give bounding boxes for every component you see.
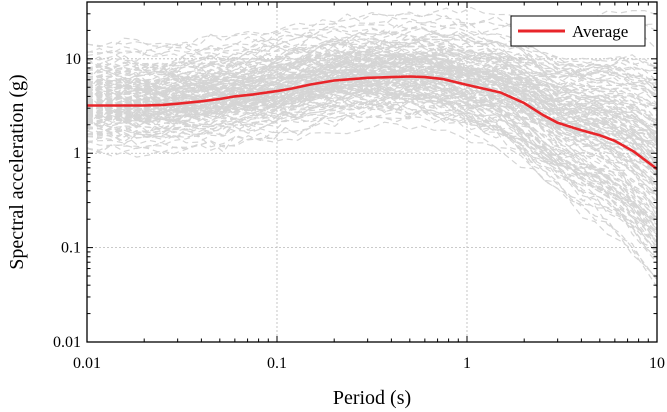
individual-spectrum-line [87, 52, 657, 164]
individual-spectrum-line [87, 106, 657, 225]
individual-spectrum-line [87, 65, 657, 114]
individual-spectrum-line [87, 88, 657, 210]
individual-spectrum-line [87, 72, 657, 191]
individual-spectrum-line [87, 75, 657, 175]
individual-spectrum-line [87, 10, 657, 83]
axis-ticks [86, 1, 658, 343]
individual-spectrum-line [87, 94, 657, 247]
x-tick-label: 10 [649, 355, 665, 372]
individual-spectrum-line [87, 57, 657, 243]
individual-spectrum-line [87, 52, 657, 110]
legend-average-label: Average [572, 22, 628, 41]
y-tick-label: 1 [73, 145, 81, 162]
individual-spectrum-line [87, 61, 657, 121]
individual-spectrum-line [87, 81, 657, 232]
x-tick-label: 0.01 [73, 355, 101, 372]
individual-spectrum-line [87, 54, 657, 106]
series-line-average [87, 75, 657, 171]
individual-spectrum-line [87, 121, 657, 251]
individual-spectrum-line [87, 103, 657, 153]
individual-spectrum-line [87, 79, 657, 280]
individual-spectrum-line [87, 38, 657, 214]
individual-spectrum-line [87, 75, 657, 235]
individual-spectrum-line [87, 62, 657, 116]
individual-spectrum-line [87, 109, 657, 186]
individual-spectrum-line [87, 86, 657, 226]
individual-spectrum-line [87, 50, 657, 107]
y-tick-label: 0.1 [61, 240, 81, 257]
individual-spectrum-line [87, 47, 657, 100]
y-tick-label: 10 [65, 51, 81, 68]
x-axis-title: Period (s) [333, 387, 411, 409]
individual-spectrum-line [87, 11, 657, 125]
individual-spectrum-line [87, 51, 657, 168]
individual-spectrum-line [87, 38, 657, 142]
individual-spectrum-line [87, 27, 657, 197]
individual-spectrum-line [87, 69, 657, 231]
individual-spectrum-line [87, 95, 657, 144]
individual-spectrum-line [87, 62, 657, 138]
individual-spectrum-line [87, 53, 657, 170]
individual-spectrum-line [87, 15, 657, 100]
individual-spectrum-line [87, 46, 657, 255]
individual-spectrum-line [87, 33, 657, 165]
individual-spectrum-line [87, 85, 657, 202]
individual-spectrum-line [87, 41, 657, 95]
y-tick-label: 0.01 [53, 334, 81, 351]
individual-spectrum-line [87, 49, 657, 103]
individual-spectrum-line [87, 71, 657, 210]
individual-spectrum-line [87, 13, 657, 141]
individual-spectrum-line [87, 56, 657, 152]
y-axis-title: Spectral acceleration (g) [6, 74, 28, 269]
individual-spectrum-line [87, 56, 657, 142]
individual-spectrum-line [87, 75, 657, 175]
individual-spectrum-line [87, 103, 657, 230]
plot-frame [86, 1, 658, 343]
individual-spectrum-line [87, 57, 657, 220]
x-tick-label: 0.1 [267, 355, 287, 372]
individual-spectrum-line [87, 81, 657, 183]
individual-spectrum-line [87, 65, 657, 134]
individual-spectrum-line [87, 79, 657, 140]
individual-spectrum-line [87, 82, 657, 281]
individual-spectrum-line [87, 26, 657, 150]
individual-spectrum-line [87, 102, 657, 223]
x-tick-label: 1 [463, 355, 471, 372]
individual-spectrum-line [87, 56, 657, 162]
individual-spectrum-line [87, 61, 657, 162]
individual-spectrum-line [87, 88, 657, 219]
individual-spectrum-line [87, 115, 657, 195]
legend: Average [510, 15, 646, 47]
individual-spectrum-line [87, 101, 657, 243]
individual-spectrum-line [87, 96, 657, 155]
individual-spectrum-line [87, 68, 657, 246]
series-group [87, 75, 657, 171]
individual-spectrum-line [87, 85, 657, 136]
individual-spectrum-line [87, 59, 657, 168]
individual-spectrum-line [87, 65, 657, 145]
individual-spectrum-line [87, 69, 657, 130]
individual-spectrum-line [87, 32, 657, 122]
axis-tick-labels: 0.01 0.1 1 10 0.01 0.1 1 10 [53, 51, 665, 372]
